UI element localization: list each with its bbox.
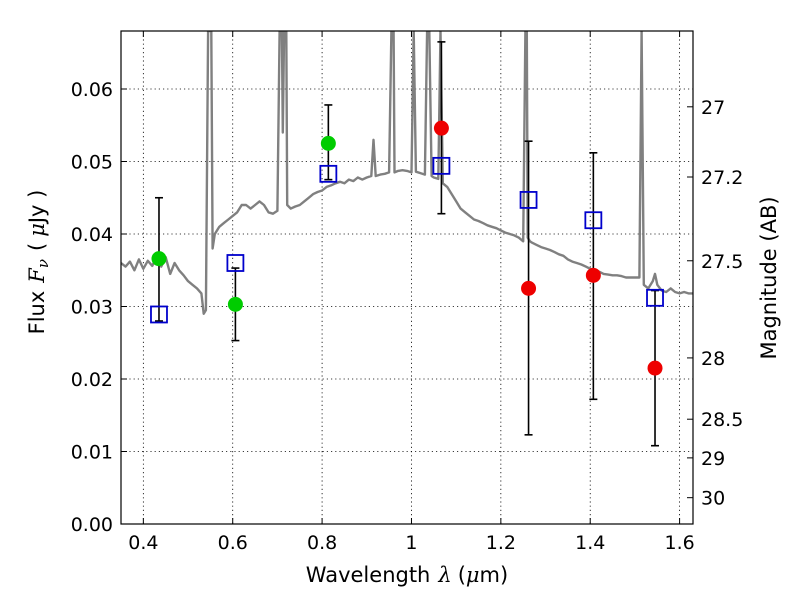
model-photometry-square [646,288,664,307]
data-point [320,135,336,151]
x-axis-title-unit-open: ( [458,563,466,587]
y-tick-label: 0.04 [71,224,113,246]
x-tick-label: 0.4 [128,532,158,554]
y2-tick-label: 28 [701,348,725,370]
data-point [227,296,243,312]
y-tick-label: 0.06 [71,79,113,101]
y-axis-title-subscript: ν [34,259,52,268]
y2-tick-label: 29 [701,448,725,470]
model-photometry-square [519,191,538,209]
y-tick-label: 0.02 [71,369,113,391]
y2-tick-label: 28.5 [701,409,743,431]
y-axis-title-text: Flux [25,291,49,335]
model-photometry-square [226,254,245,272]
y2-tick-label: 27.5 [701,251,743,273]
x-tick-label: 1.6 [664,532,694,554]
plot-area [121,31,693,447]
x-axis-title: Wavelength λ (μm) [306,563,508,587]
y-axis-title-unit-open: ( [25,243,49,251]
model-photometry-square [432,156,451,175]
data-point [521,280,537,296]
x-axis-title-unit-rest: m) [480,563,509,587]
y-tick-label: 0.01 [71,442,113,464]
y2-tick-label: 27 [701,97,725,119]
y-tick-label: 0.05 [71,152,113,174]
data-point [585,267,601,283]
plot-frame [120,30,694,525]
y2-tick-label: 30 [701,488,725,510]
x-axis-title-unit-mu: μ [466,563,480,587]
data-point [433,120,449,136]
model-photometry-square [319,164,338,183]
y-axis-title-unit-rest: Jy ) [25,190,49,226]
x-tick-label: 1.2 [486,532,516,554]
y-tick-label: 0.00 [71,514,113,536]
x-tick-label: 0.6 [218,532,248,554]
y2-tick-label: 27.2 [701,167,743,189]
y-axis-title-unit-mu: μ [25,223,49,237]
x-tick-label: 1 [405,532,417,554]
data-point [647,360,663,376]
y-tick-label: 0.03 [71,297,113,319]
y-axis-title-symbol: F [25,267,49,284]
model-spectrum-line [121,31,693,315]
x-tick-label: 0.8 [307,532,337,554]
y2-axis-title: Magnitude (AB) [757,196,781,359]
axis-ticks: 0.4 0.6 0.8 1 1.2 1.4 1.6 0.00 0.01 0.02 0.03 0.04 0… [71,31,743,554]
x-tick-label: 1.4 [575,532,605,554]
data-point [151,251,167,267]
grid-lines [121,31,693,524]
model-photometry-square [150,305,168,324]
x-axis-title-symbol: λ [437,563,451,587]
y-axis-title: Flux Fν ( μJy ) [25,190,52,335]
model-photometry-square [584,211,603,230]
x-axis-title-text: Wavelength [306,563,431,587]
